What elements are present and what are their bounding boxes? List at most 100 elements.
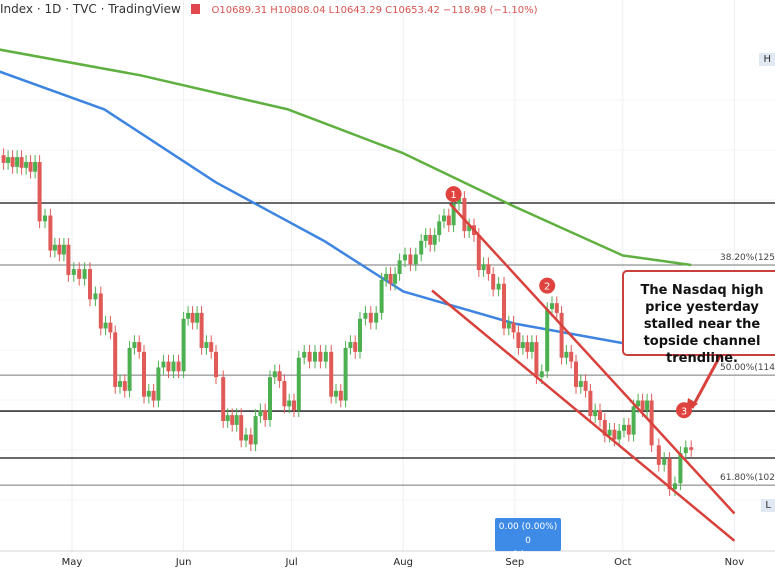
candle-body (186, 312, 191, 319)
candle-body (667, 458, 672, 490)
candle-body (166, 361, 171, 372)
candle-body (545, 309, 550, 372)
candle-body (379, 279, 384, 313)
fib-label: 50.00%(11421. (720, 363, 775, 374)
marker-2 (539, 277, 556, 294)
candle-body (122, 381, 127, 391)
candle-body (626, 424, 631, 435)
candle-body (15, 157, 20, 167)
candle-body (302, 351, 307, 358)
candle-body (156, 367, 161, 401)
candle-body (24, 161, 29, 168)
candle-body (511, 322, 516, 333)
candle-body (113, 332, 118, 387)
candle-body (525, 342, 530, 352)
candle-body (225, 415, 230, 421)
candle-body (640, 400, 645, 411)
candle-body (190, 312, 195, 323)
candle-body (263, 410, 268, 421)
candle-body (462, 198, 467, 232)
candle-body (98, 293, 103, 329)
candle-body (554, 303, 559, 313)
candle-body (559, 312, 564, 358)
moving-average-long (0, 48, 692, 267)
candle-body (108, 322, 113, 333)
annotation-callout[interactable]: The Nasdaq high price yesterday stalled … (622, 270, 775, 366)
candle-body (248, 434, 253, 445)
candle-body (564, 351, 569, 358)
candle-body (272, 371, 277, 378)
moving-average-short (0, 70, 624, 345)
symbol-name[interactable]: Index (0, 2, 34, 16)
marker-1 (445, 186, 462, 203)
candle-body (683, 447, 688, 454)
fib-label: 61.80%(10291. (720, 473, 775, 484)
candle-body (388, 273, 393, 284)
candle-body (1, 155, 6, 163)
candle-body (253, 416, 258, 445)
candle-body (645, 400, 650, 411)
candle-body (631, 406, 636, 435)
flag-icon[interactable] (190, 4, 200, 14)
candle-body (673, 483, 677, 490)
fib-label: 38.20%(12552. (720, 253, 775, 263)
candle-body (199, 312, 204, 348)
platform: TradingView (108, 2, 181, 16)
candle-body (368, 312, 373, 323)
candle-body (578, 381, 583, 387)
interval[interactable]: 1D (44, 2, 62, 16)
candle-body (118, 381, 122, 387)
candle-body (428, 235, 433, 245)
candle-body (598, 410, 602, 421)
candle-body (384, 273, 389, 280)
candle-body (574, 361, 578, 387)
candle-body (343, 347, 348, 401)
candle-body (481, 264, 486, 271)
candle-body (678, 453, 683, 484)
candle-body (491, 273, 496, 290)
candle-body (550, 303, 554, 310)
candle-body (6, 157, 11, 163)
candle-body (151, 390, 156, 401)
candle-body (656, 445, 661, 465)
candle-body (467, 225, 472, 232)
candle-body (195, 312, 200, 323)
candle-body (282, 381, 287, 407)
candle-body (48, 215, 53, 251)
candle-body (374, 312, 379, 323)
candle-body (292, 400, 296, 411)
candle-body (413, 254, 418, 265)
candle-body (348, 342, 353, 348)
candle-body (520, 342, 525, 348)
candle-body (363, 312, 368, 319)
candle-body (142, 351, 146, 397)
candle-body (277, 371, 282, 382)
x-tick-jun: Jun (175, 557, 192, 568)
channel-upper-line (449, 203, 736, 515)
candle-body (209, 342, 214, 352)
candle-body (607, 429, 612, 436)
candle-body (221, 377, 226, 421)
candle-body (214, 351, 218, 378)
candle-body (622, 424, 626, 431)
candle-body (258, 410, 263, 417)
candle-body (358, 318, 362, 352)
candle-body (37, 161, 42, 222)
candle-body (103, 322, 108, 329)
candle-body (296, 357, 301, 411)
marker-label: 1 (450, 190, 456, 201)
candle-body (446, 215, 451, 226)
channel-lower-line (431, 289, 736, 542)
candle-body (132, 342, 137, 348)
marker-label: 3 (681, 406, 687, 417)
candle-body (137, 342, 142, 352)
price-tag-l: L (761, 498, 775, 512)
candle-body (437, 221, 442, 236)
x-tick-oct: Oct (614, 557, 632, 568)
callout-pointer (690, 355, 722, 409)
candle-body (408, 254, 413, 265)
candle-body (93, 293, 98, 300)
x-tick-jul: Jul (285, 557, 298, 568)
